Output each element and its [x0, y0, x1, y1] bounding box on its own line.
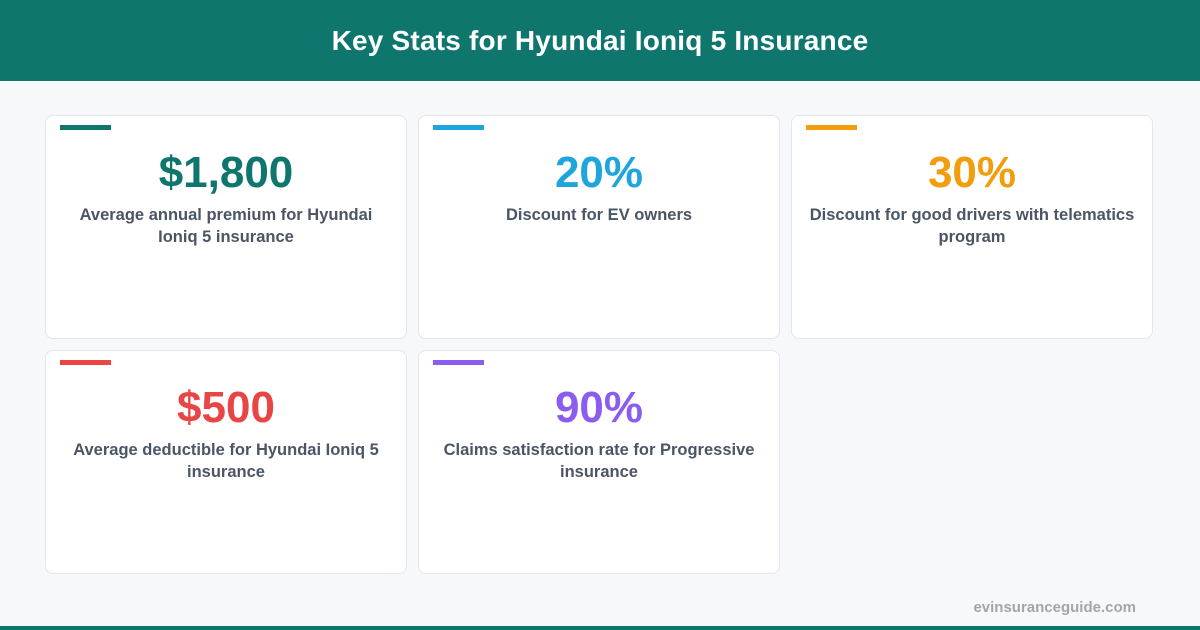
card-accent-bar [433, 125, 484, 130]
stat-value: $500 [177, 383, 275, 432]
stat-value: 90% [554, 383, 644, 432]
stat-card-claims-satisfaction: 90% Claims satisfaction rate for Progres… [418, 350, 780, 574]
card-accent-bar [60, 125, 111, 130]
stat-description: Average annual premium for Hyundai Ioniq… [79, 206, 373, 246]
stat-card-annual-premium: $1,800 Average annual premium for Hyunda… [45, 115, 407, 339]
card-accent-bar [806, 125, 857, 130]
stat-card-ev-discount: 20% Discount for EV owners [418, 115, 780, 339]
stat-card-telematics-discount: 30% Discount for good drivers with telem… [791, 115, 1153, 339]
card-accent-bar [60, 360, 111, 365]
stat-card-average-deductible: $500 Average deductible for Hyundai Ioni… [45, 350, 407, 574]
stat-value: 30% [927, 148, 1017, 197]
footer-accent-bar [0, 626, 1200, 630]
stat-value: 20% [554, 148, 644, 197]
stat-description: Average deductible for Hyundai Ioniq 5 i… [73, 441, 379, 481]
stat-description: Claims satisfaction rate for Progressive… [443, 441, 755, 481]
page-title: Key Stats for Hyundai Ioniq 5 Insurance [331, 24, 869, 56]
header-banner: Key Stats for Hyundai Ioniq 5 Insurance [0, 0, 1200, 81]
card-accent-bar [433, 360, 484, 365]
site-url[interactable]: evinsuranceguide.com [973, 599, 1136, 616]
stat-description: Discount for good drivers with telematic… [809, 206, 1135, 246]
stat-description: Discount for EV owners [505, 206, 693, 224]
stat-value: $1,800 [158, 148, 294, 197]
